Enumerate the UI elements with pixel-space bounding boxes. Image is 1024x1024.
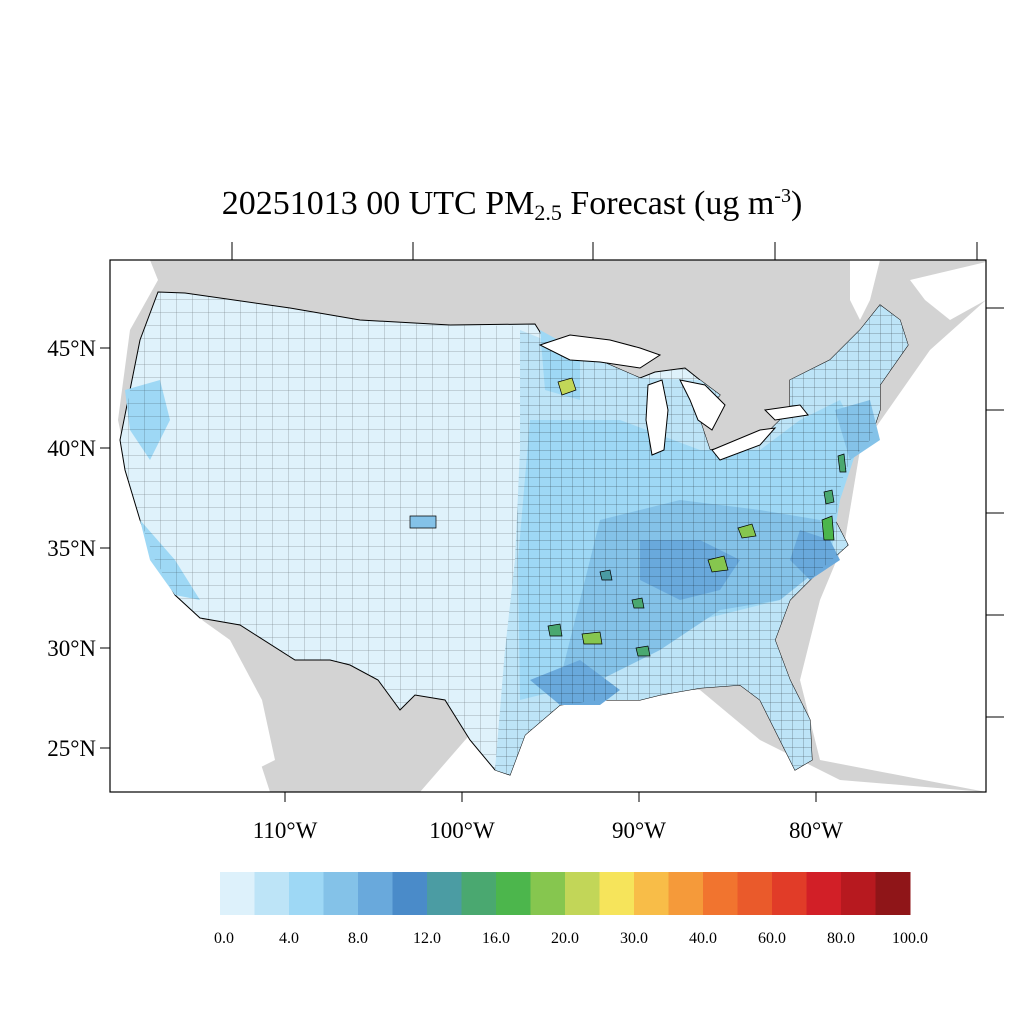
colorbar-swatch [737,872,773,915]
hotspot-alabama [631,597,645,609]
hudson-bay-water [850,260,880,320]
lon-tick-label: 110°W [253,818,318,843]
lon-tick-label: 80°W [789,818,843,843]
colorbar-swatch [668,872,704,915]
lat-tick-label: 25°N [47,736,96,761]
lake-huron [679,379,726,431]
colorbar-swatch [496,872,531,915]
hotspot-minnesota [557,377,577,396]
colorbar-label: 12.0 [413,930,441,947]
colorbar-swatch [289,872,324,915]
lon-tick-label: 100°W [429,818,495,843]
title-rest: Forecast (ug m [561,185,775,222]
title-main: 20251013 00 UTC PM [221,185,535,222]
hotspot-delmarva [823,489,835,505]
colorbar-label: 100.0 [892,930,928,947]
lat-tick-label: 40°N [47,436,96,461]
hotspot-virginia [821,515,835,541]
title-close: ) [790,185,803,222]
lake-ontario [763,404,809,421]
great-lakes [538,334,809,461]
map-title: 20251013 00 UTC PM2.5 Forecast (ug m-3) [0,185,1024,226]
colorbar-swatch [875,872,911,915]
map-frame [109,259,987,793]
colorbar-swatch [323,872,359,915]
colorbar-swatch [703,872,738,915]
lat-tick-label: 35°N [47,536,96,561]
colorbar [220,872,911,915]
colorbar-swatch [806,872,842,915]
colorbar-label: 8.0 [348,930,368,947]
colorbar-label: 40.0 [689,930,717,947]
colorbar-swatch [254,872,290,915]
colorbar-swatch [427,872,462,915]
hotspot-tennessee [737,523,757,539]
hotspot-oklahoma [547,623,563,637]
colorbar-label: 0.0 [214,930,234,947]
colorbar-swatch [461,872,497,915]
axis-tick-labels: 45°N 40°N 35°N 30°N 25°N 110°W 100°W 90°W 80°W [47,336,843,843]
colorbar-label: 20.0 [551,930,579,947]
colorbar-labels: 0.0 4.0 8.0 12.0 16.0 20.0 30.0 40.0 60.0 80.0 100… [214,930,928,947]
colorbar-label: 30.0 [620,930,648,947]
colorbar-swatch [772,872,807,915]
title-subscript: 2.5 [534,200,562,225]
gulf-of-california [195,615,275,770]
axis-ticks [100,242,1004,802]
colorbar-swatch [530,872,566,915]
map-panel [110,260,986,792]
colorbar-label: 4.0 [279,930,299,947]
colorbar-swatch [220,872,255,915]
pm25-hotspots [409,377,847,657]
hotspot-kansas [409,515,437,529]
hotspot-mississippi [635,645,651,657]
colorbar-swatch [841,872,876,915]
colorbar-label: 60.0 [758,930,786,947]
lake-erie [711,427,777,461]
colorbar-swatch [599,872,635,915]
pacific-ocean [110,260,270,792]
title-superscript: -3 [774,185,791,207]
county-lines-west [120,292,520,770]
colorbar-swatch [392,872,428,915]
county-lines-east [495,305,908,775]
gulf-of-mexico [420,690,986,792]
lat-tick-label: 30°N [47,636,96,661]
colorbar-label: 16.0 [482,930,510,947]
lake-michigan [645,379,669,456]
hotspot-louisiana [581,631,603,645]
hotspot-georgia [707,555,729,573]
lat-tick-label: 45°N [47,336,96,361]
atlantic-ocean [800,300,986,792]
gulf-of-st-lawrence [910,262,986,320]
lon-tick-label: 90°W [612,818,666,843]
hotspot-arkansas [599,569,613,581]
colorbar-swatch [634,872,669,915]
colorbar-label: 80.0 [827,930,855,947]
colorbar-swatch [358,872,393,915]
colorbar-swatch [565,872,600,915]
hotspot-nj [837,453,847,473]
lake-superior [538,334,662,369]
